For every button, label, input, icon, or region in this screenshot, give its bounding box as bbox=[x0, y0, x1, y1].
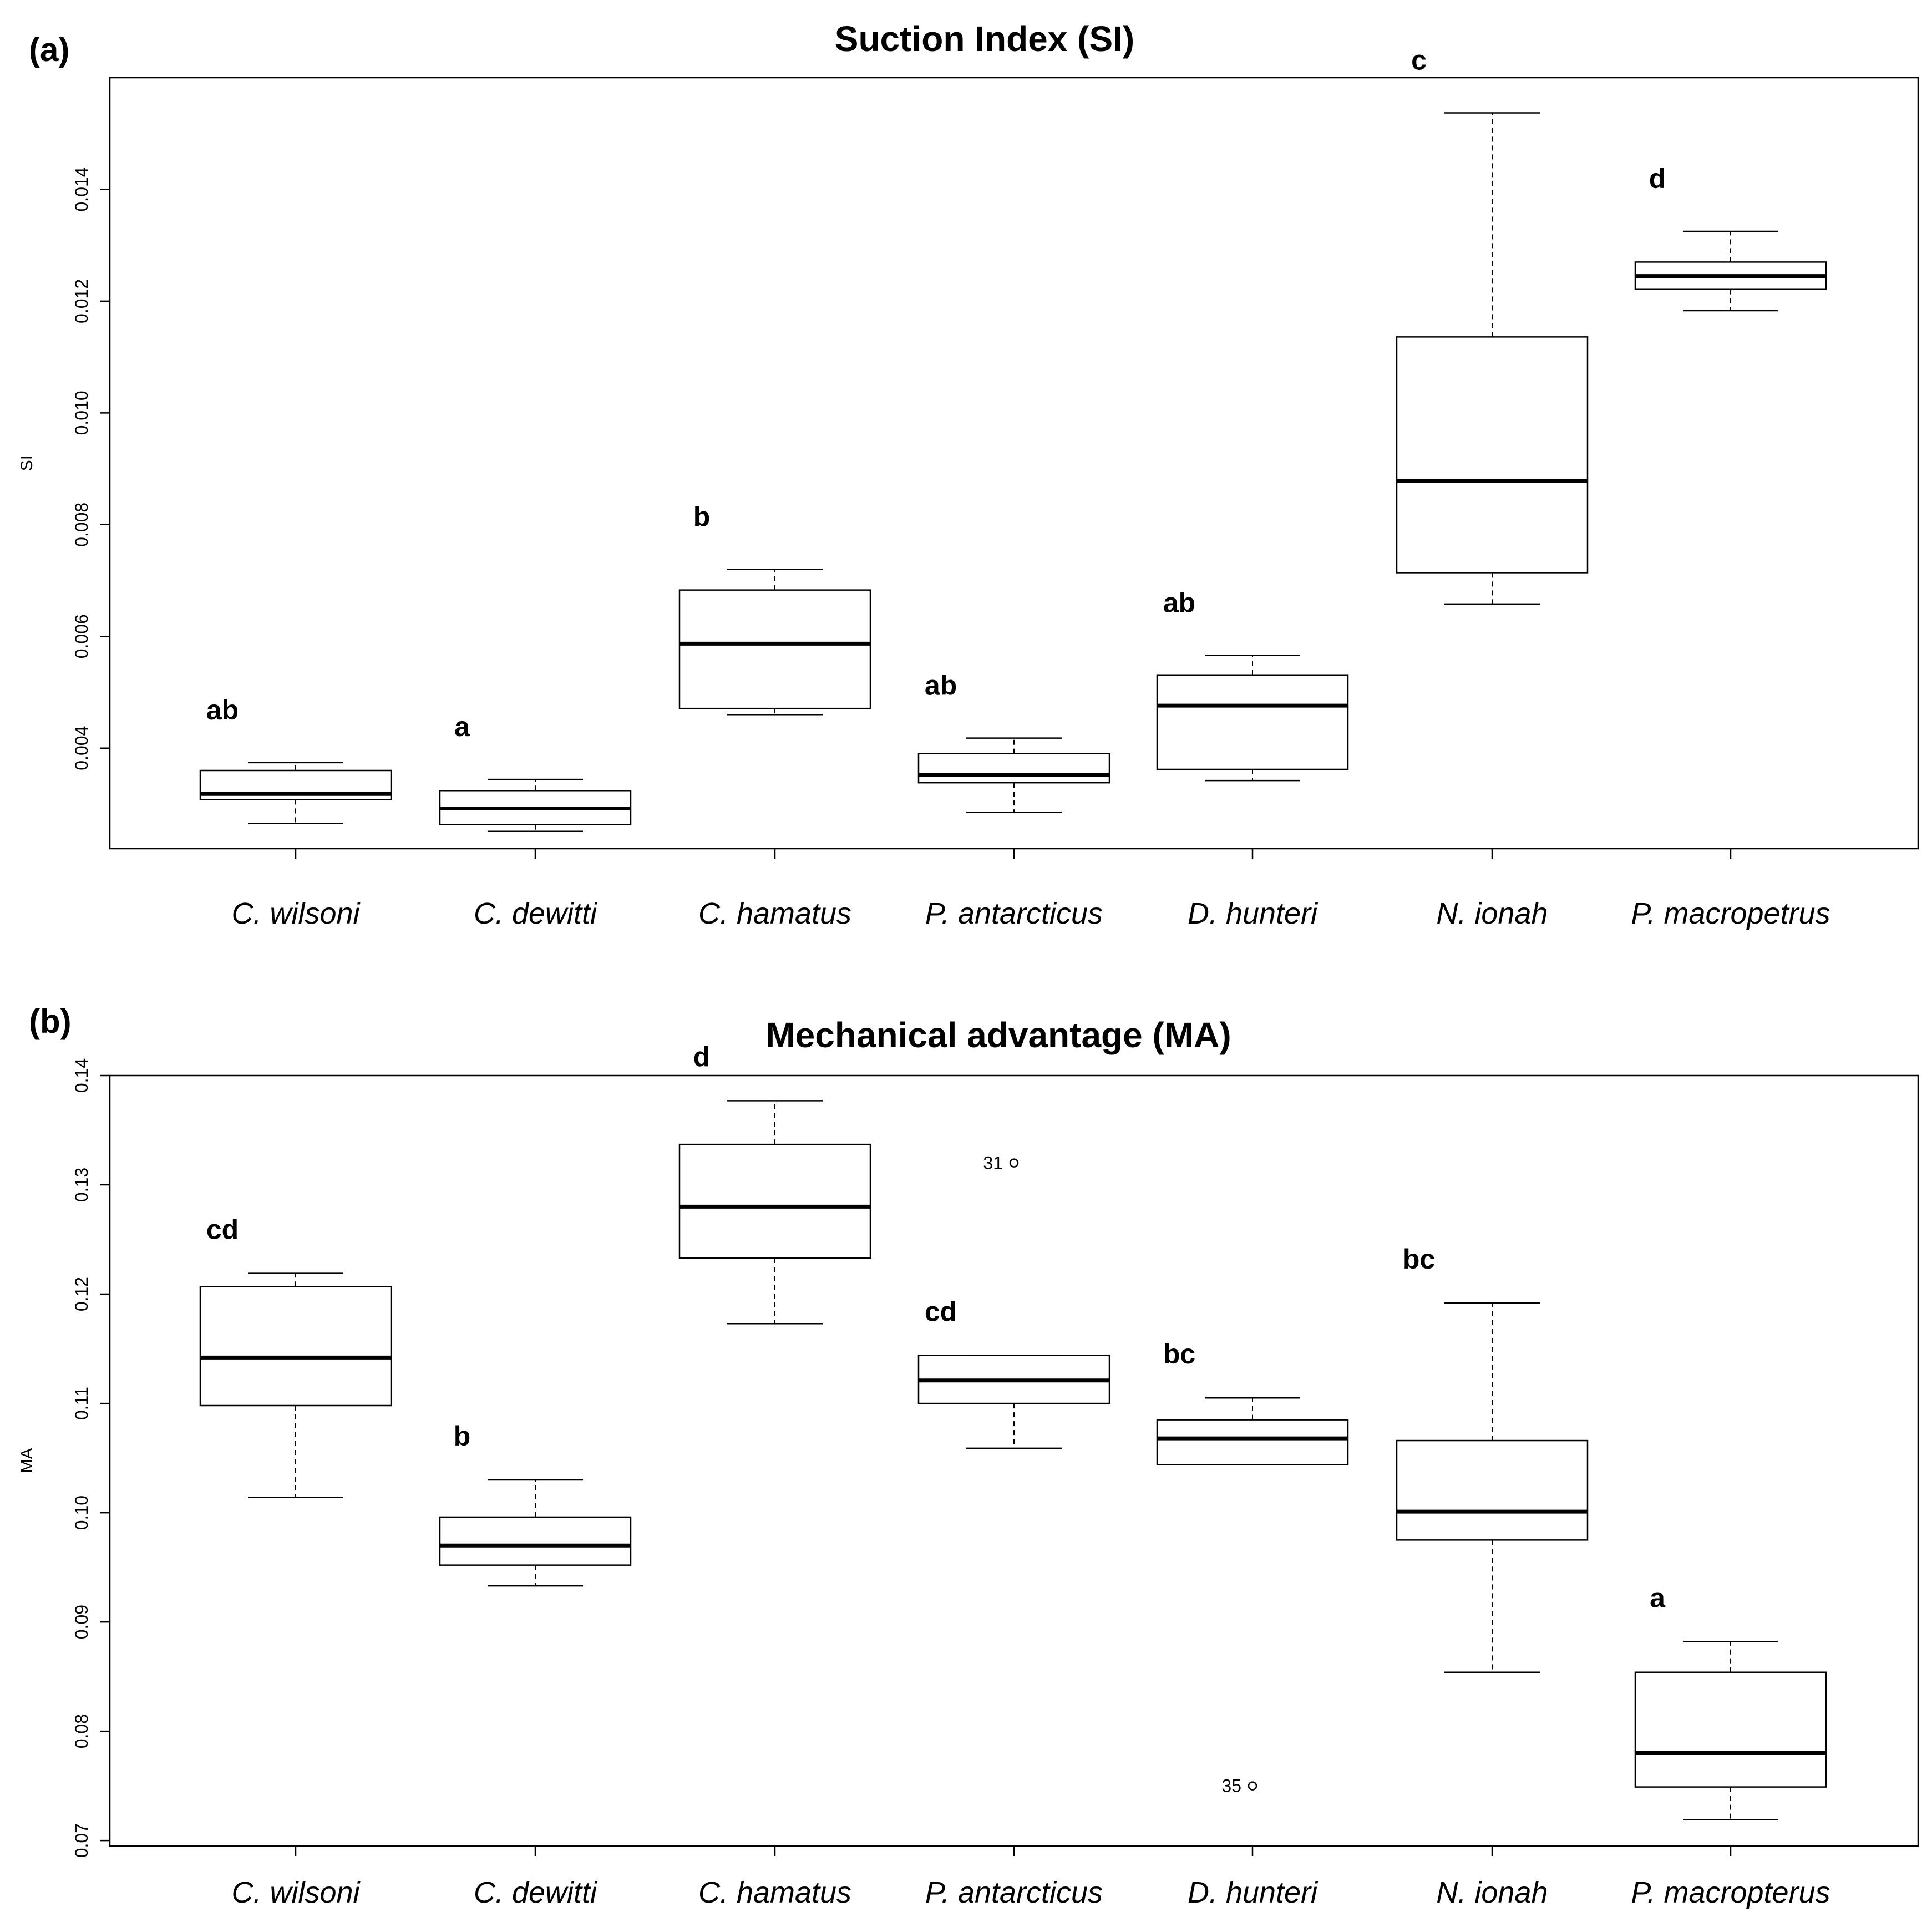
y-tick-label: 0.006 bbox=[72, 614, 92, 658]
box-4: ab P. antarcticus bbox=[917, 670, 1110, 930]
plot-frame bbox=[109, 77, 1919, 850]
x-tick-label: C. wilsoni bbox=[231, 1876, 361, 1909]
y-tick-label: 0.014 bbox=[72, 167, 92, 211]
x-tick-label: C. hamatus bbox=[698, 897, 851, 930]
box-7: a P. macropterus bbox=[1631, 1583, 1830, 1909]
outlier-point bbox=[1009, 1158, 1019, 1168]
significance-letter: d bbox=[693, 1041, 711, 1072]
iqr-box bbox=[678, 589, 871, 709]
box-4: cd P. antarcticus bbox=[917, 1296, 1110, 1909]
box-5: bc D. hunteri bbox=[1156, 1338, 1349, 1909]
box-1: ab C. wilsoni bbox=[199, 694, 392, 930]
iqr-box bbox=[1156, 674, 1349, 770]
y-tick-label: 0.008 bbox=[72, 503, 92, 547]
x-tick-label: C. dewitti bbox=[474, 897, 598, 930]
significance-letter: cd bbox=[925, 1296, 957, 1327]
y-tick-label: 0.09 bbox=[72, 1605, 92, 1639]
y-tick-label: 0.004 bbox=[72, 726, 92, 770]
significance-letter: bc bbox=[1403, 1244, 1435, 1275]
iqr-box bbox=[1396, 336, 1589, 574]
y-tick-label: 0.13 bbox=[72, 1168, 92, 1202]
y-tick-label: 0.07 bbox=[72, 1823, 92, 1858]
outlier-label: 35 bbox=[1221, 1776, 1241, 1796]
y-tick-label: 0.10 bbox=[72, 1495, 92, 1530]
significance-letter: a bbox=[454, 711, 470, 742]
x-tick-label: P. antarcticus bbox=[925, 897, 1103, 930]
significance-letter: a bbox=[1650, 1583, 1666, 1614]
x-tick-label: D. hunteri bbox=[1188, 897, 1319, 930]
iqr-box bbox=[1156, 1419, 1349, 1465]
y-tick-label: 0.08 bbox=[72, 1714, 92, 1748]
box-7: d P. macropetrus bbox=[1631, 163, 1830, 930]
chart-title: Suction Index (SI) bbox=[835, 19, 1134, 59]
significance-letter: b bbox=[454, 1421, 471, 1452]
significance-letter: cd bbox=[206, 1214, 239, 1245]
chart-title: Mechanical advantage (MA) bbox=[765, 1015, 1231, 1055]
panel-b: Mechanical advantage (MA) (b) MA 0.07 0.08 0.… bbox=[18, 1003, 1919, 1909]
x-tick-label: P. antarcticus bbox=[925, 1876, 1103, 1909]
box-1: cd C. wilsoni bbox=[199, 1214, 392, 1909]
x-tick-label: D. hunteri bbox=[1188, 1876, 1319, 1909]
x-tick-label: N. ionah bbox=[1436, 1876, 1548, 1909]
box-5: ab D. hunteri bbox=[1156, 587, 1349, 930]
x-tick-label: C. wilsoni bbox=[231, 897, 361, 930]
panel-label: (b) bbox=[29, 1003, 72, 1040]
iqr-box bbox=[917, 753, 1110, 784]
box-2: b C. dewitti bbox=[439, 1421, 632, 1909]
iqr-box bbox=[1634, 1671, 1827, 1788]
x-tick-label: P. macropetrus bbox=[1631, 897, 1830, 930]
y-tick-label: 0.11 bbox=[72, 1387, 92, 1420]
box-6: bc N. ionah bbox=[1396, 1244, 1589, 1909]
iqr-box bbox=[678, 1143, 871, 1259]
iqr-box bbox=[199, 1286, 392, 1407]
outlier-label: 31 bbox=[983, 1153, 1003, 1173]
box-3: d C. hamatus bbox=[678, 1041, 871, 1909]
significance-letter: c bbox=[1411, 44, 1427, 75]
significance-letter: ab bbox=[925, 670, 957, 701]
iqr-box bbox=[1396, 1439, 1589, 1541]
box-6: c N. ionah bbox=[1396, 44, 1589, 930]
box-2: a C. dewitti bbox=[439, 711, 632, 930]
x-tick-label: N. ionah bbox=[1436, 897, 1548, 930]
y-tick-label: 0.012 bbox=[72, 279, 92, 323]
x-tick-label: P. macropterus bbox=[1631, 1876, 1830, 1909]
significance-letter: ab bbox=[1163, 587, 1195, 618]
box-3: b C. hamatus bbox=[678, 501, 871, 930]
y-tick-label: 0.12 bbox=[72, 1277, 92, 1311]
significance-letter: bc bbox=[1163, 1338, 1195, 1370]
significance-letter: b bbox=[693, 501, 711, 532]
y-axis-label: SI bbox=[18, 455, 36, 471]
panel-label: (a) bbox=[29, 31, 69, 68]
significance-letter: d bbox=[1649, 163, 1666, 194]
y-tick-label: 0.010 bbox=[72, 391, 92, 435]
x-tick-label: C. dewitti bbox=[474, 1876, 598, 1909]
panel-a: Suction Index (SI) (a) SI 0.004 0.006 0.008 0.… bbox=[18, 19, 1919, 930]
y-axis-label: MA bbox=[18, 1448, 36, 1473]
x-tick-label: C. hamatus bbox=[698, 1876, 851, 1909]
y-tick-label: 0.14 bbox=[72, 1058, 92, 1093]
iqr-box bbox=[439, 1516, 632, 1566]
significance-letter: ab bbox=[206, 694, 239, 726]
outlier-point bbox=[1248, 1781, 1257, 1791]
